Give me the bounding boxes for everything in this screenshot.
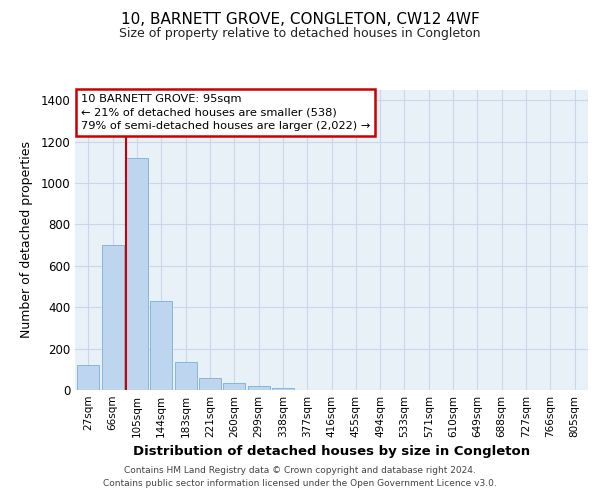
Bar — [223, 383, 245, 390]
Text: Contains HM Land Registry data © Crown copyright and database right 2024.
Contai: Contains HM Land Registry data © Crown c… — [103, 466, 497, 487]
Bar — [77, 365, 100, 390]
Text: 10, BARNETT GROVE, CONGLETON, CW12 4WF: 10, BARNETT GROVE, CONGLETON, CW12 4WF — [121, 12, 479, 28]
Text: Size of property relative to detached houses in Congleton: Size of property relative to detached ho… — [119, 28, 481, 40]
Y-axis label: Number of detached properties: Number of detached properties — [20, 142, 34, 338]
Bar — [248, 386, 269, 390]
Bar — [175, 362, 197, 390]
X-axis label: Distribution of detached houses by size in Congleton: Distribution of detached houses by size … — [133, 446, 530, 458]
Bar — [102, 245, 124, 390]
Bar — [199, 378, 221, 390]
Bar — [126, 158, 148, 390]
Bar — [151, 301, 172, 390]
Bar — [272, 388, 294, 390]
Text: 10 BARNETT GROVE: 95sqm
← 21% of detached houses are smaller (538)
79% of semi-d: 10 BARNETT GROVE: 95sqm ← 21% of detache… — [81, 94, 370, 130]
